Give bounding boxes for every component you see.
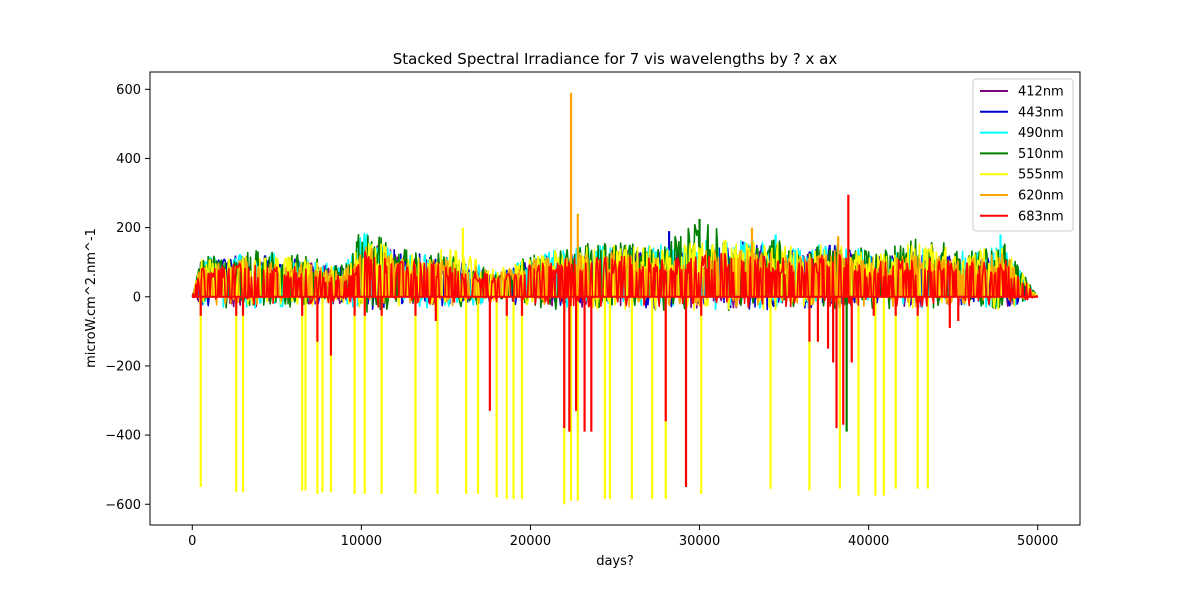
legend-label: 412nm [1018, 85, 1064, 100]
plot-area [191, 92, 1039, 505]
y-tick-label: 0 [133, 290, 141, 305]
y-tick-label: −400 [105, 429, 141, 444]
y-axis-label: microW.cm^2.nm^-1 [84, 228, 99, 368]
series-683nm [191, 194, 1039, 487]
legend-frame [972, 78, 1074, 232]
x-tick-label: 40000 [848, 534, 889, 549]
legend[interactable]: 412nm 443nm 490nm 510nm 555nm 620nm 683nm [972, 78, 1074, 232]
x-axis-label: days? [596, 554, 634, 569]
legend-label: 490nm [1018, 126, 1064, 141]
x-tick-label: 20000 [510, 534, 551, 549]
chart-title: Stacked Spectral Irradiance for 7 vis wa… [393, 50, 838, 68]
x-tick-label: 50000 [1017, 534, 1058, 549]
x-tick-label: 0 [188, 534, 196, 549]
axes-frame [149, 71, 1081, 526]
x-tick-label: 10000 [341, 534, 382, 549]
y-tick-label: 200 [116, 221, 141, 236]
legend-label: 510nm [1018, 147, 1064, 162]
x-tick-label: 30000 [679, 534, 720, 549]
y-tick-label: −200 [105, 359, 141, 374]
series-line [191, 251, 1039, 309]
legend-label: 620nm [1018, 189, 1064, 204]
legend-label: 683nm [1018, 209, 1064, 224]
y-tick-label: −600 [105, 498, 141, 513]
x-axis-ticks: 0 10000 20000 30000 40000 50000 [188, 525, 1058, 549]
legend-label: 443nm [1018, 105, 1064, 120]
y-tick-label: 400 [116, 152, 141, 167]
y-tick-label: 600 [116, 83, 141, 98]
y-axis-ticks: −600 −400 −200 0 200 400 600 [105, 83, 150, 513]
legend-label: 555nm [1018, 168, 1064, 183]
